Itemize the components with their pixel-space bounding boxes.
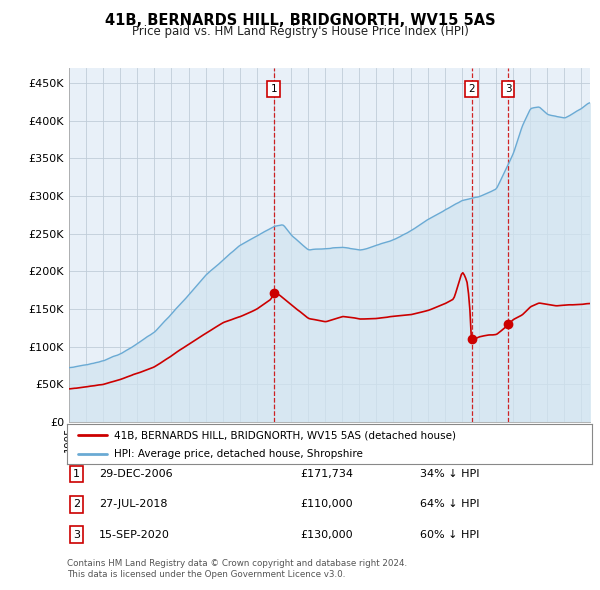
Text: £110,000: £110,000 bbox=[300, 500, 353, 509]
Text: £130,000: £130,000 bbox=[300, 530, 353, 539]
Text: 34% ↓ HPI: 34% ↓ HPI bbox=[420, 470, 479, 479]
Text: 3: 3 bbox=[73, 530, 80, 539]
Text: 41B, BERNARDS HILL, BRIDGNORTH, WV15 5AS: 41B, BERNARDS HILL, BRIDGNORTH, WV15 5AS bbox=[104, 13, 496, 28]
Text: HPI: Average price, detached house, Shropshire: HPI: Average price, detached house, Shro… bbox=[115, 449, 363, 459]
Text: 15-SEP-2020: 15-SEP-2020 bbox=[99, 530, 170, 539]
Text: Price paid vs. HM Land Registry's House Price Index (HPI): Price paid vs. HM Land Registry's House … bbox=[131, 25, 469, 38]
Text: 29-DEC-2006: 29-DEC-2006 bbox=[99, 470, 173, 479]
Text: 41B, BERNARDS HILL, BRIDGNORTH, WV15 5AS (detached house): 41B, BERNARDS HILL, BRIDGNORTH, WV15 5AS… bbox=[115, 431, 457, 441]
Text: 1: 1 bbox=[73, 470, 80, 479]
Text: 60% ↓ HPI: 60% ↓ HPI bbox=[420, 530, 479, 539]
Text: Contains HM Land Registry data © Crown copyright and database right 2024.: Contains HM Land Registry data © Crown c… bbox=[67, 559, 407, 568]
Text: £171,734: £171,734 bbox=[300, 470, 353, 479]
Text: 3: 3 bbox=[505, 84, 511, 94]
Text: 2: 2 bbox=[73, 500, 80, 509]
Text: 64% ↓ HPI: 64% ↓ HPI bbox=[420, 500, 479, 509]
Text: 27-JUL-2018: 27-JUL-2018 bbox=[99, 500, 167, 509]
Text: This data is licensed under the Open Government Licence v3.0.: This data is licensed under the Open Gov… bbox=[67, 571, 346, 579]
Text: 1: 1 bbox=[271, 84, 277, 94]
Text: 2: 2 bbox=[469, 84, 475, 94]
